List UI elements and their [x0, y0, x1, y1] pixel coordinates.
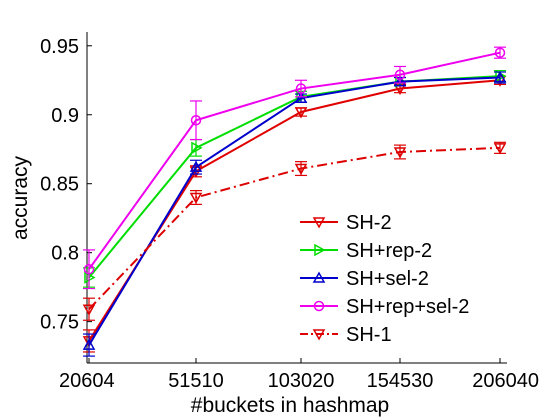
data-point — [493, 143, 507, 155]
legend-item: SH-2 — [300, 212, 392, 234]
x-tick-label: 206040 — [472, 370, 539, 392]
data-point — [294, 107, 308, 119]
data-point — [294, 91, 308, 103]
legend-marker — [312, 217, 326, 229]
y-tick-label: 0.75 — [40, 312, 79, 334]
legend-label: SH-2 — [346, 212, 392, 234]
y-tick-label: 0.95 — [40, 36, 79, 58]
series-4 — [83, 46, 506, 290]
y-tick-label: 0.9 — [51, 105, 79, 127]
data-point — [189, 160, 203, 172]
y-tick-label: 0.85 — [40, 174, 79, 196]
data-point — [394, 69, 406, 81]
legend-item: SH+sel-2 — [300, 268, 429, 290]
legend-item: SH+rep-2 — [300, 240, 432, 262]
legend-marker — [314, 243, 326, 257]
data-point — [83, 263, 95, 275]
y-axis: 0.75 0.8 0.85 0.9 0.95 — [40, 36, 92, 334]
legend-label: SH-1 — [346, 324, 392, 346]
plot-frame — [86, 32, 507, 364]
series-line — [88, 75, 501, 279]
x-tick-label: 20604 — [59, 370, 115, 392]
data-point — [294, 163, 308, 176]
series-5 — [82, 141, 507, 321]
data-point — [295, 83, 307, 94]
data-point — [393, 147, 407, 159]
data-point — [393, 75, 407, 87]
legend-label: SH+rep-2 — [346, 240, 432, 262]
x-tick-label: 103020 — [268, 370, 335, 392]
legend: SH-2 SH+rep-2 SH+sel-2 SH+rep+sel-2 SH-1 — [300, 212, 469, 346]
legend-item: SH+rep+sel-2 — [300, 296, 469, 318]
data-point — [189, 192, 203, 205]
legend-marker — [313, 300, 325, 312]
legend-label: SH+rep+sel-2 — [346, 296, 469, 318]
y-axis-title: accuracy — [9, 155, 32, 240]
legend-item: SH-1 — [300, 324, 392, 346]
data-point — [191, 141, 203, 155]
data-point — [82, 338, 96, 350]
legend-marker — [312, 271, 326, 283]
legend-marker — [312, 329, 326, 341]
data-point — [494, 47, 506, 58]
data-point — [190, 115, 202, 126]
legend-label: SH+sel-2 — [346, 268, 429, 290]
x-axis: 20604 51510 103020 154530 206040 — [59, 358, 539, 392]
x-axis-title: #buckets in hashmap — [191, 394, 389, 417]
data-point — [493, 70, 507, 83]
x-tick-label: 154530 — [367, 370, 434, 392]
series-layer — [82, 46, 507, 357]
x-tick-label: 51510 — [168, 370, 224, 392]
series-line — [88, 146, 501, 310]
y-tick-label: 0.8 — [51, 243, 79, 265]
data-point — [82, 304, 96, 316]
